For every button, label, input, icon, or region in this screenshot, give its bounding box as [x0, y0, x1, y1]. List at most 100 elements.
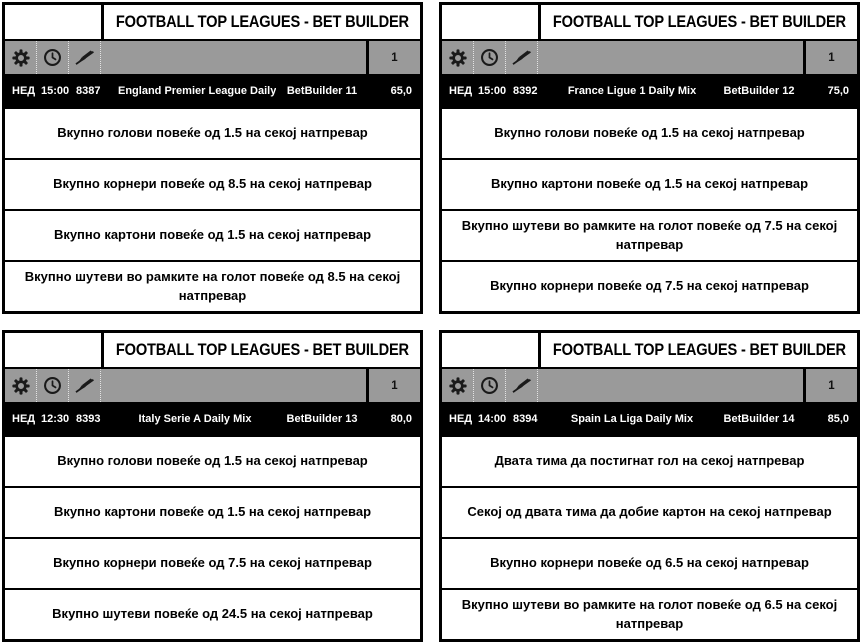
gear-icon	[448, 48, 467, 67]
event-row[interactable]: НЕД 15:00 8392 France Ligue 1 Daily Mix …	[442, 74, 857, 107]
bet-row[interactable]: Вкупно голови повеќе од 1.5 на секој нат…	[442, 107, 857, 158]
event-time: 12:30	[41, 412, 70, 425]
clock-icon	[481, 377, 498, 394]
bet-label: Вкупно картони повеќе од 1.5 на секој на…	[53, 504, 372, 520]
toolbar-spacer	[538, 369, 803, 402]
toolbar: 1	[5, 39, 420, 74]
bet-label: Вкупно картони повеќе од 1.5 на секој на…	[490, 176, 809, 192]
gear-icon	[11, 376, 30, 395]
gear-icon	[11, 48, 30, 67]
event-time: 15:00	[478, 84, 507, 97]
settings-button[interactable]	[442, 41, 474, 74]
bet-builder-panel: FOOTBALL TOP LEAGUES - BET BUILDER	[2, 2, 423, 314]
time-filter-button[interactable]	[474, 369, 506, 402]
panel-header: FOOTBALL TOP LEAGUES - BET BUILDER	[5, 5, 420, 39]
time-filter-button[interactable]	[37, 369, 69, 402]
event-day: НЕД	[12, 412, 36, 425]
event-builder-label: BetBuilder 11	[286, 84, 358, 97]
event-row[interactable]: НЕД 14:00 8394 Spain La Liga Daily Mix B…	[442, 402, 857, 435]
event-day: НЕД	[449, 84, 473, 97]
event-day: НЕД	[12, 84, 36, 97]
panel-header: FOOTBALL TOP LEAGUES - BET BUILDER	[5, 333, 420, 367]
bet-label: Вкупно корнери повеќе од 6.5 на секој на…	[490, 555, 809, 571]
settings-button[interactable]	[442, 369, 474, 402]
bet-rows: Вкупно голови повеќе од 1.5 на секој нат…	[5, 435, 420, 639]
odds-column-header: 1	[803, 369, 857, 402]
event-league: France Ligue 1 Daily Mix	[567, 84, 697, 97]
bet-row[interactable]: Вкупно шутеви во рамките на голот повеќе…	[442, 588, 857, 639]
event-code: 8392	[513, 84, 538, 97]
bet-label: Вкупно корнери повеќе од 8.5 на секој на…	[53, 176, 372, 192]
event-league: Italy Serie A Daily Mix	[138, 412, 252, 425]
panel-title: FOOTBALL TOP LEAGUES - BET BUILDER	[115, 340, 409, 359]
header-corner-cell	[5, 5, 104, 39]
bet-row[interactable]: Вкупно корнери повеќе од 7.5 на секој на…	[442, 260, 857, 311]
toolbar-spacer	[538, 41, 803, 74]
bet-row[interactable]: Вкупно корнери повеќе од 8.5 на секој на…	[5, 158, 420, 209]
header-corner-cell	[442, 5, 541, 39]
bet-row[interactable]: Вкупно шутеви повеќе од 24.5 на секој на…	[5, 588, 420, 639]
bet-builder-panel: FOOTBALL TOP LEAGUES - BET BUILDER	[439, 2, 860, 314]
event-code: 8394	[513, 412, 538, 425]
bet-label: Вкупно голови повеќе од 1.5 на секој нат…	[494, 125, 805, 141]
bet-row[interactable]: Секој од двата тима да добие картон на с…	[442, 486, 857, 537]
panel-title: FOOTBALL TOP LEAGUES - BET BUILDER	[552, 12, 846, 31]
event-builder-label: BetBuilder 13	[286, 412, 358, 425]
bet-row[interactable]: Вкупно голови повеќе од 1.5 на секој нат…	[5, 435, 420, 486]
event-code: 8393	[76, 412, 101, 425]
title-cell: FOOTBALL TOP LEAGUES - BET BUILDER	[541, 5, 857, 39]
pen-slash-icon	[512, 50, 531, 65]
bet-row[interactable]: Вкупно шутеви во рамките на голот повеќе…	[442, 209, 857, 260]
settings-button[interactable]	[5, 41, 37, 74]
event-odds: 85,0	[827, 412, 849, 425]
odds-column-header: 1	[366, 41, 420, 74]
pen-slash-icon	[75, 378, 94, 393]
event-row[interactable]: НЕД 12:30 8393 Italy Serie A Daily Mix B…	[5, 402, 420, 435]
event-time: 15:00	[41, 84, 70, 97]
event-odds: 80,0	[390, 412, 412, 425]
toolbar: 1	[5, 367, 420, 402]
live-disabled-button[interactable]	[69, 41, 101, 74]
event-builder-label: BetBuilder 14	[723, 412, 795, 425]
bet-row[interactable]: Двата тима да постигнат гол на секој нат…	[442, 435, 857, 486]
clock-icon	[44, 49, 61, 66]
event-time: 14:00	[478, 412, 507, 425]
bet-builder-panel: FOOTBALL TOP LEAGUES - BET BUILDER	[439, 330, 860, 642]
settings-button[interactable]	[5, 369, 37, 402]
bet-label: Вкупно корнери повеќе од 7.5 на секој на…	[490, 278, 809, 294]
toolbar-spacer	[101, 41, 366, 74]
panel-title: FOOTBALL TOP LEAGUES - BET BUILDER	[552, 340, 846, 359]
pen-slash-icon	[512, 378, 531, 393]
bet-label: Вкупно шутеви во рамките на голот повеќе…	[461, 596, 838, 631]
time-filter-button[interactable]	[474, 41, 506, 74]
bet-rows: Вкупно голови повеќе од 1.5 на секој нат…	[5, 107, 420, 311]
bet-label: Вкупно шутеви во рамките на голот повеќе…	[24, 268, 401, 303]
live-disabled-button[interactable]	[506, 41, 538, 74]
gear-icon	[448, 376, 467, 395]
bet-label: Вкупно картони повеќе од 1.5 на секој на…	[53, 227, 372, 243]
event-odds: 65,0	[390, 84, 412, 97]
bet-row[interactable]: Вкупно голови повеќе од 1.5 на секој нат…	[5, 107, 420, 158]
bet-row[interactable]: Вкупно картони повеќе од 1.5 на секој на…	[5, 486, 420, 537]
clock-icon	[481, 49, 498, 66]
title-cell: FOOTBALL TOP LEAGUES - BET BUILDER	[104, 5, 420, 39]
panel-header: FOOTBALL TOP LEAGUES - BET BUILDER	[442, 5, 857, 39]
live-disabled-button[interactable]	[69, 369, 101, 402]
header-corner-cell	[442, 333, 541, 367]
bet-label: Вкупно голови повеќе од 1.5 на секој нат…	[57, 453, 368, 469]
event-league: England Premier League Daily Mix	[118, 84, 276, 97]
toolbar: 1	[442, 39, 857, 74]
toolbar-spacer	[101, 369, 366, 402]
bet-row[interactable]: Вкупно шутеви во рамките на голот повеќе…	[5, 260, 420, 311]
bet-row[interactable]: Вкупно картони повеќе од 1.5 на секој на…	[5, 209, 420, 260]
bet-builder-panel: FOOTBALL TOP LEAGUES - BET BUILDER	[2, 330, 423, 642]
bet-row[interactable]: Вкупно корнери повеќе од 7.5 на секој на…	[5, 537, 420, 588]
bet-label: Вкупно шутеви во рамките на голот повеќе…	[461, 217, 838, 252]
bet-label: Вкупно корнери повеќе од 7.5 на секој на…	[53, 555, 372, 571]
bet-row[interactable]: Вкупно корнери повеќе од 6.5 на секој на…	[442, 537, 857, 588]
time-filter-button[interactable]	[37, 41, 69, 74]
event-row[interactable]: НЕД 15:00 8387 England Premier League Da…	[5, 74, 420, 107]
bet-row[interactable]: Вкупно картони повеќе од 1.5 на секој на…	[442, 158, 857, 209]
bet-label: Вкупно шутеви повеќе од 24.5 на секој на…	[52, 606, 373, 622]
live-disabled-button[interactable]	[506, 369, 538, 402]
